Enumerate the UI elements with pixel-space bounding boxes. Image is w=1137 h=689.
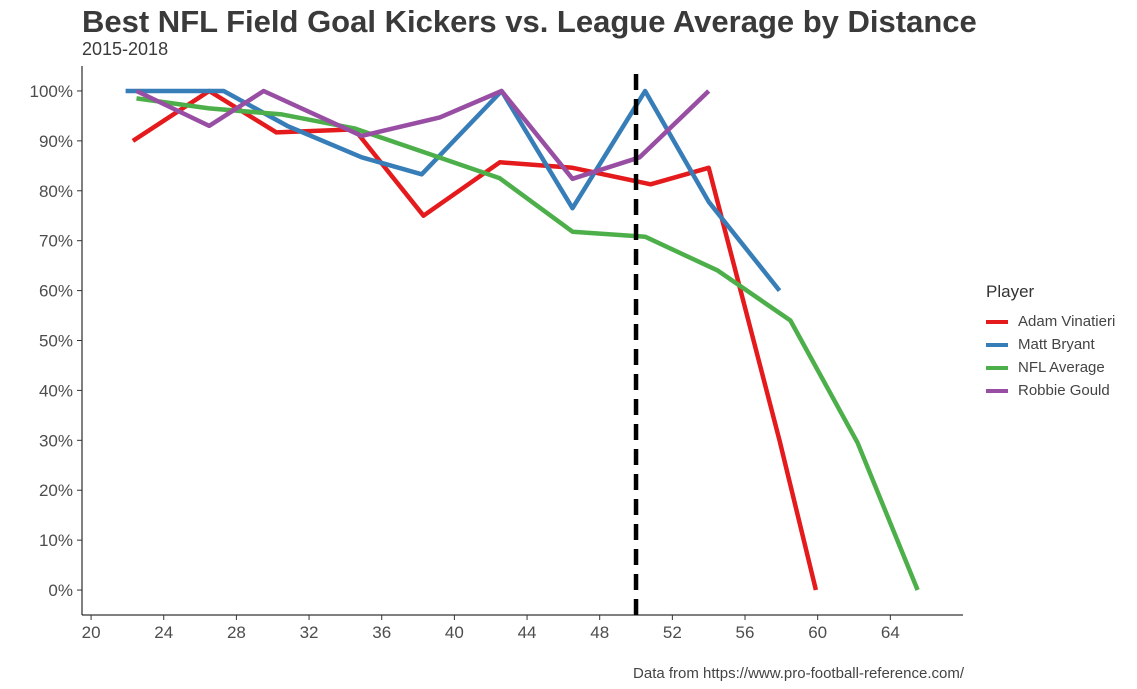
y-tick-label: 20% — [39, 481, 73, 500]
series-line-nfl-average — [136, 96, 920, 591]
x-tick-label: 32 — [300, 623, 319, 642]
legend-title: Player — [986, 282, 1035, 301]
series-line-matt-bryant — [125, 88, 782, 293]
x-tick-label: 52 — [663, 623, 682, 642]
y-tick-label: 10% — [39, 531, 73, 550]
data-source-caption: Data from https://www.pro-football-refer… — [633, 665, 964, 682]
axes-layer: 0% 10% 20% 30% 40% 50% 60% 70% 80% 90% 100% 20 24 28 3… — [30, 66, 963, 642]
y-tick-label: 80% — [39, 182, 73, 201]
legend-items: Adam Vinatieri Matt Bryant NFL Average Robb… — [986, 310, 1115, 402]
legend-swatch — [986, 319, 1008, 324]
x-tick-label: 48 — [590, 623, 609, 642]
y-tick-label: 40% — [39, 381, 73, 400]
chart-title: Best NFL Field Goal Kickers vs. League A… — [82, 4, 977, 39]
legend-label: Matt Bryant — [1018, 336, 1095, 353]
x-tick-label: 44 — [518, 623, 537, 642]
legend-swatch — [986, 365, 1008, 370]
legend-swatch — [986, 388, 1008, 393]
legend-label: NFL Average — [1018, 359, 1105, 376]
x-tick-label: 64 — [881, 623, 900, 642]
legend-item: Matt Bryant — [986, 333, 1115, 356]
legend-label: Adam Vinatieri — [1018, 313, 1116, 330]
x-tick-label: 20 — [82, 623, 101, 642]
x-tick-label: 60 — [808, 623, 827, 642]
x-tick-label: 28 — [227, 623, 246, 642]
legend: Player Adam Vinatieri Matt Bryant NFL Aver… — [986, 282, 1115, 402]
x-tick-label: 56 — [736, 623, 755, 642]
series-line-adam-vinatieri — [131, 88, 819, 591]
series-layer — [125, 88, 920, 591]
x-tick-label: 40 — [445, 623, 464, 642]
series-line-robbie-gould — [135, 88, 711, 182]
legend-swatch — [986, 342, 1008, 347]
y-tick-label: 70% — [39, 232, 73, 251]
chart-subtitle: 2015-2018 — [82, 39, 169, 59]
legend-item: Robbie Gould — [986, 379, 1115, 402]
y-tick-label: 30% — [39, 431, 73, 450]
x-tick-label: 24 — [154, 623, 173, 642]
y-tick-label: 90% — [39, 132, 73, 151]
legend-item: Adam Vinatieri — [986, 310, 1115, 333]
y-tick-label: 50% — [39, 332, 73, 351]
y-tick-label: 100% — [30, 82, 73, 101]
legend-item: NFL Average — [986, 356, 1115, 379]
y-tick-label: 0% — [48, 581, 73, 600]
x-tick-label: 36 — [372, 623, 391, 642]
y-tick-label: 60% — [39, 282, 73, 301]
legend-label: Robbie Gould — [1018, 382, 1110, 399]
